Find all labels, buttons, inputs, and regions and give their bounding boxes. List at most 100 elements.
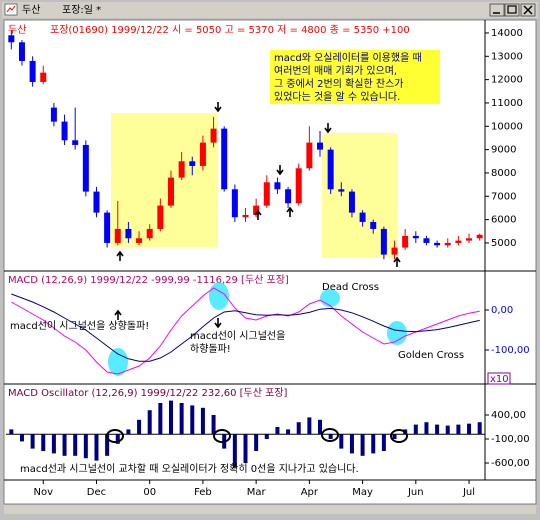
oscillator-bar bbox=[232, 434, 237, 468]
macd-line bbox=[11, 287, 480, 375]
candle-body bbox=[40, 72, 47, 82]
candle-body bbox=[221, 128, 228, 190]
oscillator-bar bbox=[392, 434, 397, 440]
oscillator-bar bbox=[286, 429, 291, 435]
oscillator-bar bbox=[168, 400, 173, 435]
y-tick-label: -100,00 bbox=[491, 434, 530, 445]
y-tick-label: 8000 bbox=[491, 168, 516, 179]
cross-circle bbox=[106, 429, 124, 443]
oscillator-bar bbox=[137, 419, 142, 435]
minimize-button[interactable] bbox=[489, 3, 505, 17]
oscillator-bar bbox=[73, 434, 78, 456]
oscillator-bar bbox=[126, 429, 131, 435]
arrow bbox=[114, 309, 122, 320]
cross-circle bbox=[390, 429, 408, 443]
cross-marker bbox=[387, 321, 407, 345]
scale-box bbox=[487, 372, 511, 385]
x-tick-label: 00 bbox=[143, 487, 156, 498]
price-info: 포장(01690) 1999/12/22 시 = 5050 고 = 5370 저… bbox=[50, 24, 410, 36]
candle-body bbox=[285, 189, 292, 204]
candle-body bbox=[199, 142, 206, 166]
note-box bbox=[270, 50, 440, 104]
candle-body bbox=[231, 189, 238, 218]
cross-circle bbox=[321, 428, 339, 442]
candle-body bbox=[8, 35, 15, 43]
candle-body bbox=[72, 140, 79, 145]
macd-line bbox=[11, 293, 480, 362]
oscillator-bar bbox=[307, 417, 312, 435]
candle-body bbox=[125, 228, 132, 239]
oscillator-bar bbox=[51, 434, 56, 454]
candle-body bbox=[253, 205, 260, 215]
y-tick-label: 6000 bbox=[491, 215, 516, 226]
oscillator-bar bbox=[435, 424, 440, 435]
arrow bbox=[393, 256, 401, 267]
oscillator-bar bbox=[158, 403, 163, 435]
x-tick-label: Jul bbox=[462, 487, 475, 498]
annotation: macd선이 시그널선을 bbox=[190, 330, 285, 342]
candle-body bbox=[18, 42, 25, 61]
oscillator-bar bbox=[477, 422, 482, 435]
candle-body bbox=[136, 238, 143, 243]
window-title: 두산 bbox=[22, 4, 40, 16]
x-tick-label: Jun bbox=[407, 487, 424, 498]
candle-body bbox=[242, 214, 249, 218]
candle-body bbox=[306, 142, 313, 169]
oscillator-bar bbox=[318, 419, 323, 435]
y-tick-label: 14000 bbox=[491, 28, 523, 39]
arrow bbox=[214, 318, 222, 329]
oscillator-bar bbox=[360, 434, 365, 456]
pane-title: MACD (12,26,9) 1999/12/22 -999,99 -1116,… bbox=[8, 274, 289, 286]
candle-body bbox=[380, 228, 387, 255]
scroll-bar[interactable] bbox=[4, 505, 536, 514]
candle-body bbox=[82, 144, 89, 192]
app-icon-glyph bbox=[6, 5, 16, 13]
candle-body bbox=[370, 221, 377, 229]
arrow bbox=[116, 250, 124, 261]
candle-body bbox=[295, 168, 302, 204]
candle-body bbox=[178, 161, 185, 178]
oscillator-bar bbox=[147, 410, 152, 435]
candle-body bbox=[167, 177, 174, 206]
oscillator-bar bbox=[179, 403, 184, 435]
candle-body bbox=[402, 235, 409, 248]
candle-body bbox=[466, 238, 473, 241]
annotation: 하향돌파! bbox=[190, 342, 231, 355]
candle-body bbox=[444, 242, 451, 246]
oscillator-bar bbox=[115, 434, 120, 444]
candle-body bbox=[157, 205, 164, 229]
oscillator-bar bbox=[371, 434, 376, 454]
candle-body bbox=[359, 212, 366, 222]
candle-body bbox=[210, 128, 217, 143]
candle-body bbox=[455, 240, 462, 243]
oscillator-bar bbox=[19, 434, 24, 442]
y-tick-label: 10000 bbox=[491, 121, 523, 132]
x-tick-label: Dec bbox=[87, 487, 106, 498]
oscillator-bar bbox=[62, 434, 67, 456]
pane-title: MACD Oscillator (12,26,9) 1999/12/22 232… bbox=[8, 387, 288, 399]
oscillator-bar bbox=[83, 434, 88, 459]
arrow bbox=[254, 209, 262, 220]
y-tick-label: 400,00 bbox=[491, 410, 526, 421]
oscillator-bar bbox=[30, 434, 35, 449]
candle-body bbox=[114, 228, 121, 243]
oscillator-bar bbox=[467, 423, 472, 435]
oscillator-bar bbox=[200, 407, 205, 435]
y-tick-label: 12000 bbox=[491, 75, 523, 86]
candle-body bbox=[274, 182, 281, 190]
close-glyph bbox=[523, 5, 533, 15]
oscillator-bar bbox=[456, 424, 461, 435]
title-bar bbox=[2, 2, 538, 18]
cross-marker bbox=[209, 282, 229, 310]
arrow bbox=[276, 165, 284, 176]
candle-body bbox=[93, 191, 100, 213]
oscillator-bar bbox=[296, 422, 301, 435]
oscillator-bar bbox=[424, 422, 429, 435]
window-buttons bbox=[489, 3, 536, 17]
candle-body bbox=[412, 235, 419, 239]
candle-body bbox=[391, 247, 398, 255]
candle-body bbox=[146, 228, 153, 239]
y-tick-label: -100,00 bbox=[491, 345, 530, 356]
candle-body bbox=[327, 149, 334, 190]
note-text: 여러번의 매매 기회가 있으며, bbox=[274, 65, 397, 77]
